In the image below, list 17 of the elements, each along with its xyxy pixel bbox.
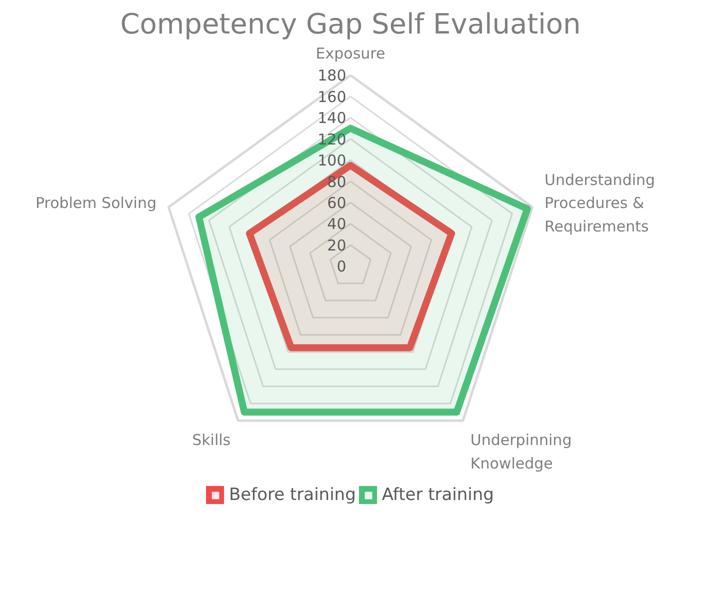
chart-title: Competency Gap Self Evaluation <box>120 8 581 40</box>
y-tick-label: 160 <box>318 88 346 106</box>
y-tick-label: 40 <box>327 215 346 234</box>
y-tick-label: 20 <box>327 236 346 254</box>
spoke-label: Problem Solving <box>35 194 156 212</box>
spoke-label: Skills <box>192 430 231 449</box>
legend-label: After training <box>382 485 494 505</box>
y-tick-label: 0 <box>336 258 346 276</box>
spoke-label: Exposure <box>316 44 386 62</box>
y-tick-label: 140 <box>318 109 346 128</box>
y-tick-label: 100 <box>318 152 346 170</box>
y-tick-label: 80 <box>327 172 346 191</box>
legend-label: Before training <box>229 485 356 505</box>
y-tick-label: 180 <box>318 66 346 85</box>
y-tick-label: 60 <box>327 194 346 212</box>
spoke-label: Understanding Procedures & Requirements <box>544 170 656 236</box>
spoke-label: Underpinning Knowledge <box>470 430 572 472</box>
